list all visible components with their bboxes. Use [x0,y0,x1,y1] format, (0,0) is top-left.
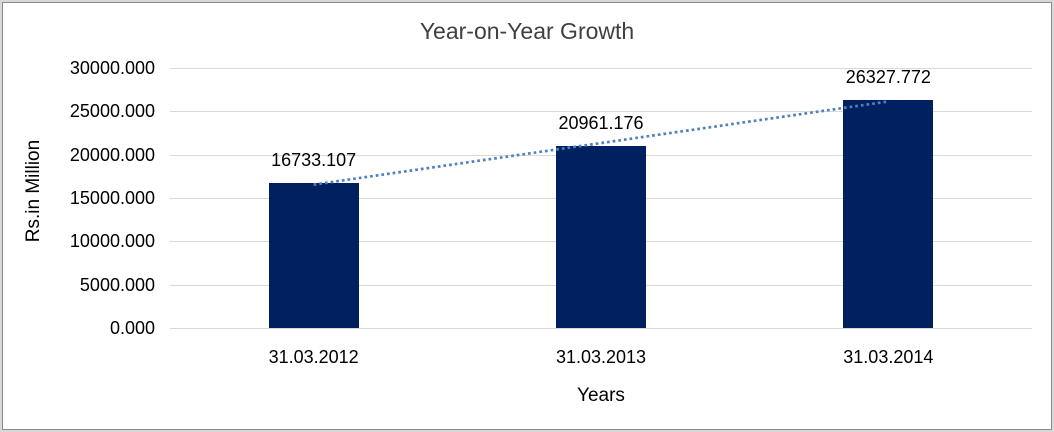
gridline [170,68,1032,69]
y-tick-label: 20000.000 [69,144,155,165]
bar [268,182,359,328]
x-tick-label: 31.03.2014 [843,347,934,367]
gridline [170,328,1032,329]
y-tick-label: 10000.000 [69,231,155,252]
x-axis-title: Years [577,385,625,406]
y-tick-label: 15000.000 [69,188,155,208]
y-tick-label: 0.000 [109,318,155,338]
x-tick-label: 31.03.2013 [555,347,647,367]
trendline-path [313,100,889,186]
trendline [313,100,889,186]
bar-data-label: 20961.176 [558,113,644,134]
bar-data-label: 26327.772 [845,66,931,87]
y-tick-label: 30000.000 [69,58,155,78]
y-tick-label: 5000.000 [79,274,155,295]
bar [556,146,646,328]
bar-data-label: 16733.107 [271,149,357,170]
x-tick-label: 31.03.2012 [268,347,359,367]
bar [843,99,934,328]
y-tick-label: 25000.000 [69,101,155,122]
gridline [170,111,1032,113]
plot-area: 16733.107 31.03.2012 20961.176 31.03.2013 26… [170,66,1032,367]
y-axis: 0.000 5000.000 10000.000 15000.000 20000.000… [0,58,155,338]
chart-title: Year-on-Year Growth [419,18,635,44]
